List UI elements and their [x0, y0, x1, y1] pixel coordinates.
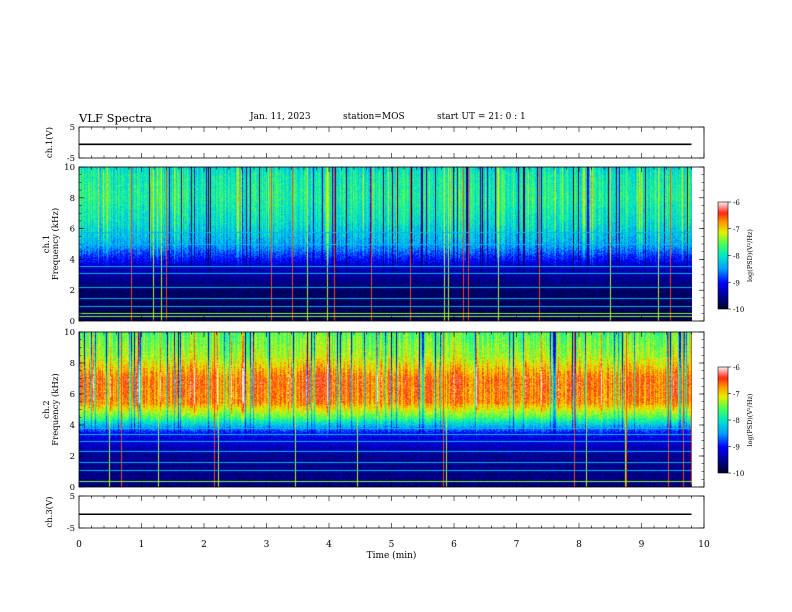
x-tick-label: 8 [576, 540, 582, 550]
x-tick-label: 1 [139, 540, 145, 550]
colorbar-tick-label: -6 [733, 364, 740, 372]
ch1-spectrogram-colorbar [718, 202, 728, 309]
y-tick-label: 10 [64, 163, 75, 173]
y-tick-label: 2 [70, 286, 75, 296]
ch1-spectrogram-image [79, 167, 692, 321]
ch2-spectrogram-ylabel: ch.2 [42, 400, 52, 418]
x-tick-label: 0 [76, 540, 82, 550]
ch2-spectrogram-colorbar-label: log(PSD)(V²/Hz) [746, 393, 754, 446]
ch1-spectrogram-ylabel: ch.1 [42, 235, 52, 253]
date-label: Jan. 11, 2023 [250, 112, 311, 122]
y-tick-label: -5 [67, 154, 75, 164]
x-tick-label: 6 [451, 540, 457, 550]
x-tick-label: 5 [389, 540, 395, 550]
ch2-spectrogram-image [79, 332, 692, 487]
colorbar-tick-label: -7 [733, 226, 740, 234]
figure-title: VLF Spectra [79, 111, 153, 125]
y-tick-label: 0 [70, 317, 75, 327]
ch2-spectrogram-ylabel2: Frequency (kHz) [50, 373, 61, 445]
colorbar-tick-label: -10 [733, 306, 744, 314]
colorbar-tick-label: -9 [733, 444, 740, 452]
x-tick-label: 9 [639, 540, 645, 550]
y-tick-label: 8 [70, 359, 75, 369]
ch2-spectrogram-colorbar [718, 367, 728, 473]
ch1-waveform-ylabel: ch.1(V) [44, 127, 55, 158]
y-tick-label: -5 [67, 524, 75, 534]
y-tick-label: 2 [70, 452, 75, 462]
colorbar-tick-label: -10 [733, 470, 744, 478]
x-tick-label: 10 [698, 540, 710, 550]
colorbar-tick-label: -7 [733, 391, 740, 399]
y-tick-label: 10 [64, 328, 75, 338]
x-tick-label: 3 [264, 540, 270, 550]
x-tick-label: 4 [326, 540, 332, 550]
ch3-waveform-ylabel: ch.3(V) [44, 496, 55, 527]
y-tick-label: 5 [70, 492, 75, 502]
x-tick-label: 2 [201, 540, 207, 550]
colorbar-tick-label: -8 [733, 253, 740, 261]
y-tick-label: 4 [70, 421, 75, 431]
ch1-spectrogram-colorbar-label: log(PSD)(V²/Hz) [746, 229, 754, 282]
ch1-spectrogram-ylabel2: Frequency (kHz) [50, 208, 61, 280]
y-tick-label: 6 [70, 390, 75, 400]
y-tick-label: 4 [70, 255, 75, 265]
y-tick-label: 5 [70, 123, 75, 133]
x-tick-label: 7 [514, 540, 520, 550]
x-axis-label: Time (min) [367, 550, 417, 561]
start-time-label: start UT = 21: 0 : 1 [437, 112, 526, 122]
y-tick-label: 8 [70, 194, 75, 204]
station-label: station=MOS [343, 112, 405, 122]
colorbar-tick-label: -8 [733, 417, 740, 425]
y-tick-label: 6 [70, 225, 75, 235]
colorbar-tick-label: -6 [733, 199, 740, 207]
colorbar-tick-label: -9 [733, 279, 740, 287]
y-tick-label: 0 [70, 483, 75, 493]
